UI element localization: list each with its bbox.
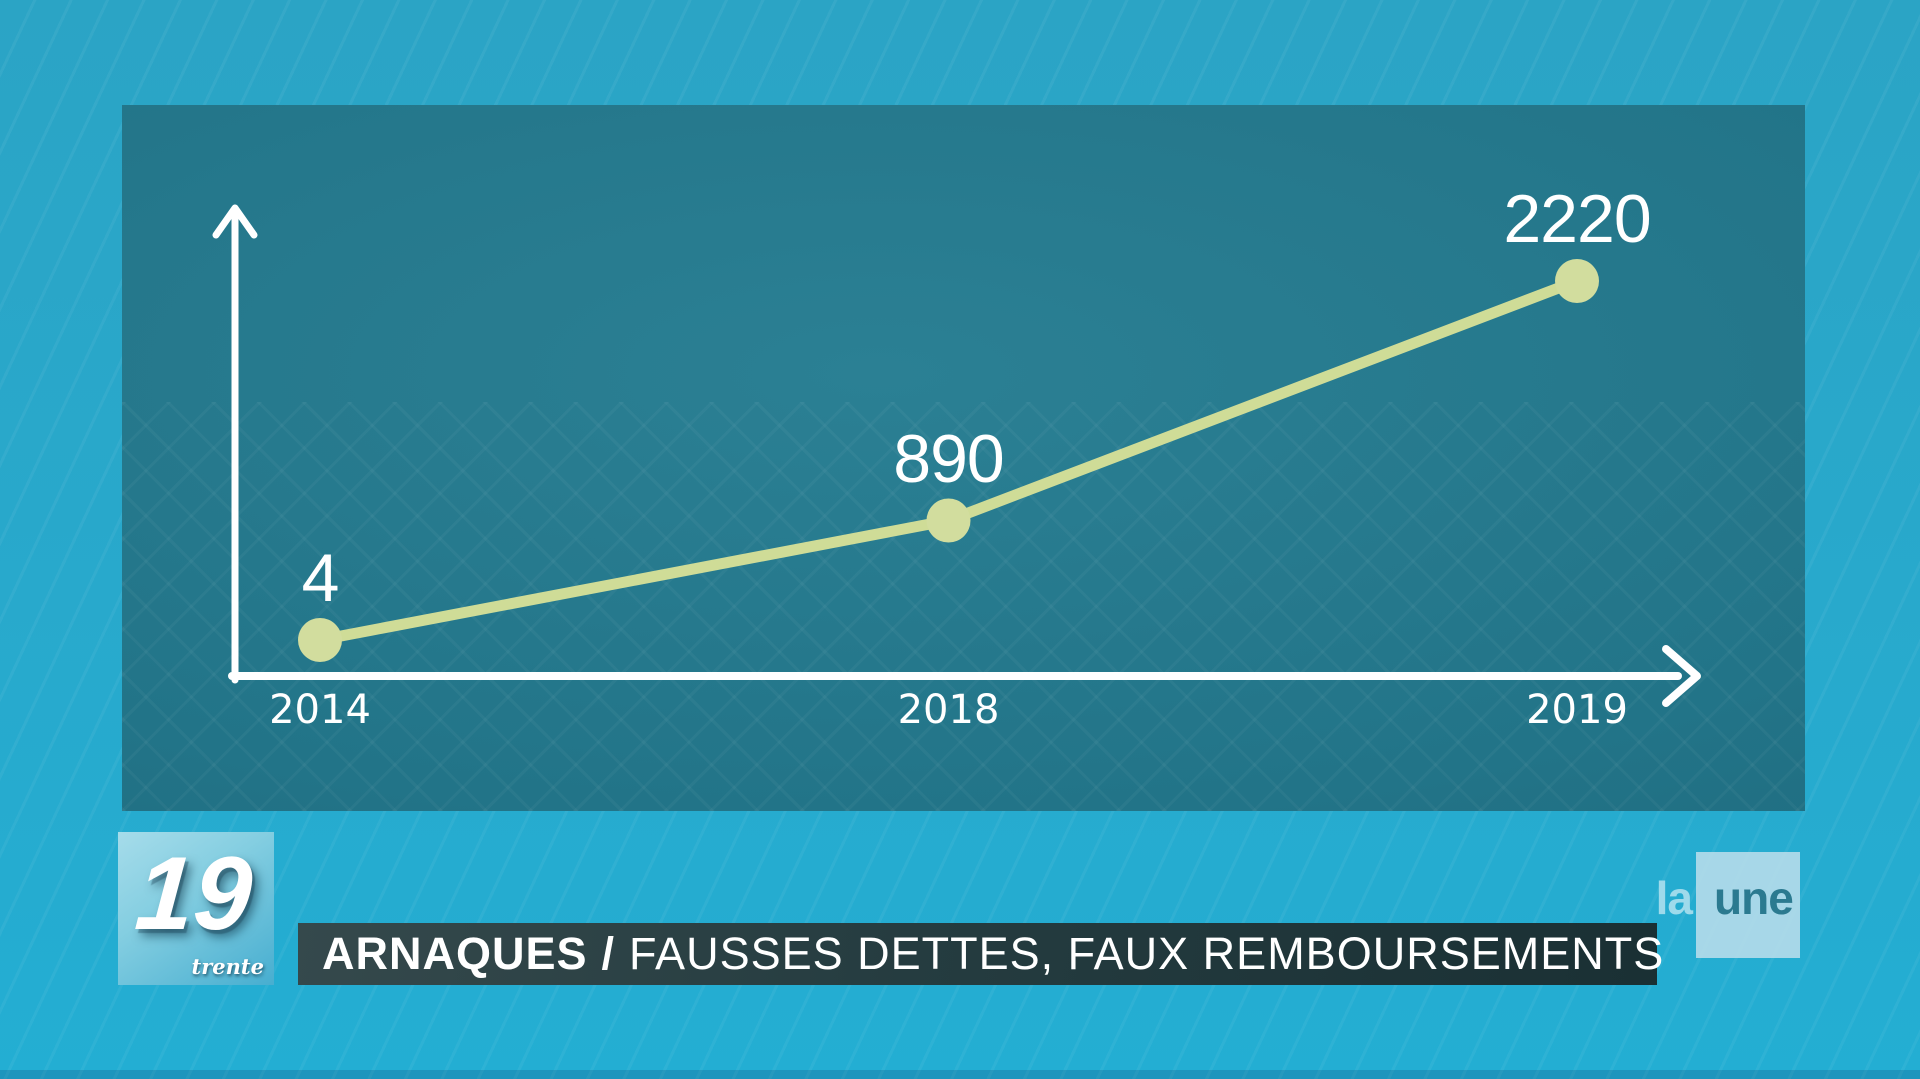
banner-headline: FAUSSES DETTES, FAUX REMBOURSEMENTS xyxy=(629,928,1665,979)
x-axis-tick-label: 2018 xyxy=(897,687,1000,733)
channel-logo-la: la xyxy=(1655,872,1693,924)
program-logo-number: 19 xyxy=(131,836,256,952)
banner-topic: ARNAQUES xyxy=(322,928,588,979)
x-axis-tick-label: 2014 xyxy=(269,687,371,733)
data-point-value-label: 890 xyxy=(893,420,1004,497)
program-logo-19trente: 19 trente xyxy=(118,832,274,985)
data-point-value-label: 4 xyxy=(301,540,340,616)
lower-third-banner: ARNAQUES / FAUSSES DETTES, FAUX REMBOURS… xyxy=(298,923,1663,985)
channel-logo-square xyxy=(1696,852,1800,958)
x-axis-tick-label: 2019 xyxy=(1526,687,1628,733)
channel-logo-une: une xyxy=(1714,872,1794,924)
data-point-value-label: 2220 xyxy=(1503,181,1651,257)
screen-bottom-shade xyxy=(0,1070,1920,1079)
program-logo-word: trente xyxy=(191,954,264,979)
banner-separator: / xyxy=(601,928,616,979)
